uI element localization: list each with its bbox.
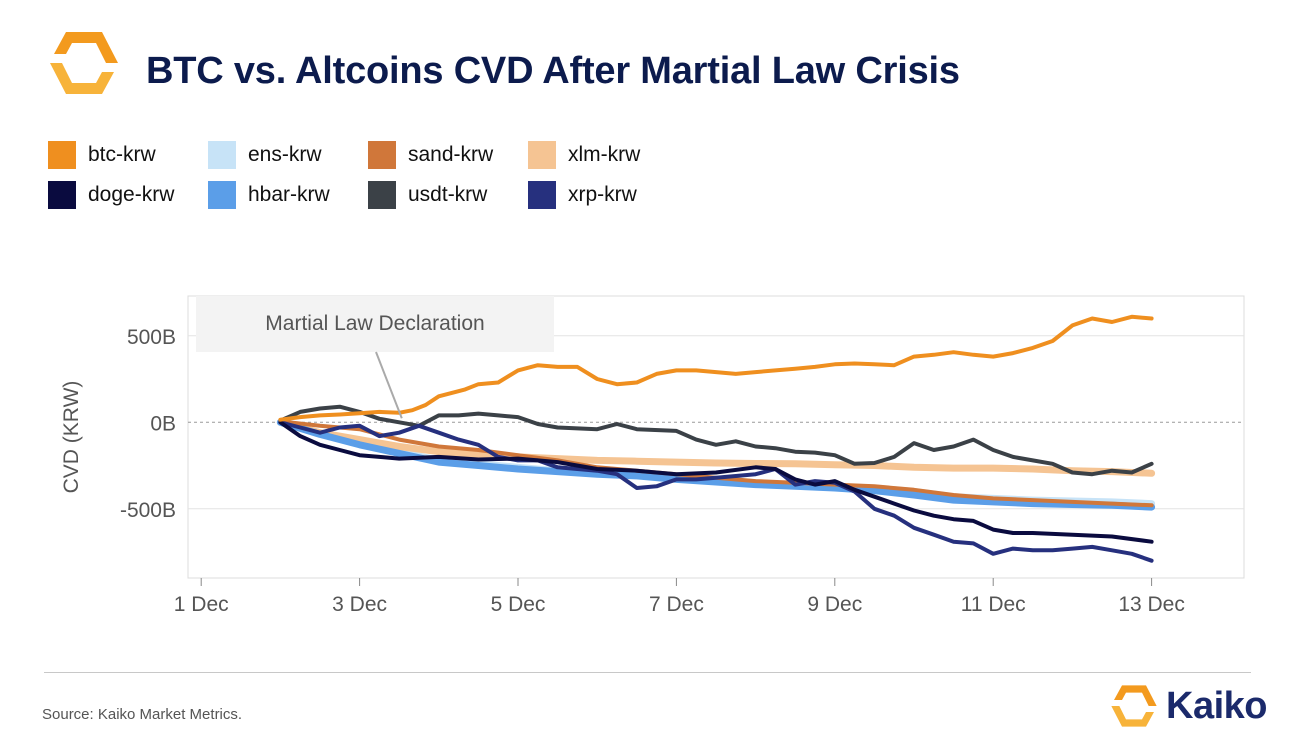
annotation-pointer: [375, 351, 403, 419]
series-line-xrp-krw: [278, 420, 1154, 563]
legend-swatch: [48, 181, 76, 209]
footer-divider: [44, 672, 1251, 673]
kaiko-logo-icon: [50, 32, 118, 94]
legend-item-doge-krw: doge-krw: [48, 180, 174, 210]
legend-label: usdt-krw: [408, 183, 488, 206]
legend-label: btc-krw: [88, 143, 156, 166]
x-tick-label: 5 Dec: [491, 593, 546, 616]
legend-label: sand-krw: [408, 143, 494, 166]
y-tick-label: -500B: [120, 499, 176, 522]
legend-item-ens-krw: ens-krw: [208, 140, 322, 170]
y-tick-label: 500B: [127, 326, 176, 349]
x-tick-label: 13 Dec: [1118, 593, 1185, 616]
legend-swatch: [208, 181, 236, 209]
y-axis-label: CVD (KRW): [60, 381, 83, 494]
legend-item-xrp-krw: xrp-krw: [528, 180, 637, 210]
x-tick-label: 1 Dec: [174, 593, 229, 616]
cvd-line-chart: 500B 0B -500B 1 Dec 3 Dec 5 Dec 7 Dec 9 Dec 11 D…: [60, 295, 1245, 616]
series-line-xlm-krw: [276, 418, 1156, 477]
legend-label: xrp-krw: [568, 183, 637, 206]
legend-label: hbar-krw: [248, 183, 330, 206]
x-tick-label: 3 Dec: [332, 593, 387, 616]
legend-swatch: [528, 181, 556, 209]
kaiko-wordmark: Kaiko: [1166, 684, 1267, 727]
legend-label: doge-krw: [88, 183, 175, 206]
legend-item-xlm-krw: xlm-krw: [528, 140, 640, 170]
x-tick-label: 9 Dec: [807, 593, 862, 616]
kaiko-brand-icon: [1111, 685, 1157, 727]
x-tick-label: 11 Dec: [961, 593, 1026, 616]
legend-swatch: [208, 141, 236, 169]
legend-swatch: [368, 181, 396, 209]
legend-label: ens-krw: [248, 143, 322, 166]
legend-swatch: [368, 141, 396, 169]
annotation-text: Martial Law Declaration: [265, 312, 484, 335]
series-line-doge-krw: [278, 420, 1154, 544]
series-line-btc-krw: [278, 314, 1154, 422]
legend-swatch: [48, 141, 76, 169]
legend-label: xlm-krw: [568, 143, 641, 166]
legend-item-btc-krw: btc-krw: [48, 140, 156, 170]
legend-item-usdt-krw: usdt-krw: [368, 180, 487, 210]
kaiko-brand: Kaiko: [1110, 684, 1267, 728]
source-note: Source: Kaiko Market Metrics.: [42, 706, 243, 723]
x-tick-label: 7 Dec: [649, 593, 704, 616]
page-title: BTC vs. Altcoins CVD After Martial Law C…: [146, 50, 960, 92]
legend-swatch: [528, 141, 556, 169]
y-tick-label: 0B: [150, 412, 176, 435]
legend-item-hbar-krw: hbar-krw: [208, 180, 330, 210]
legend-item-sand-krw: sand-krw: [368, 140, 493, 170]
plot-frame: [187, 295, 1245, 579]
annotation-box: [196, 296, 554, 352]
